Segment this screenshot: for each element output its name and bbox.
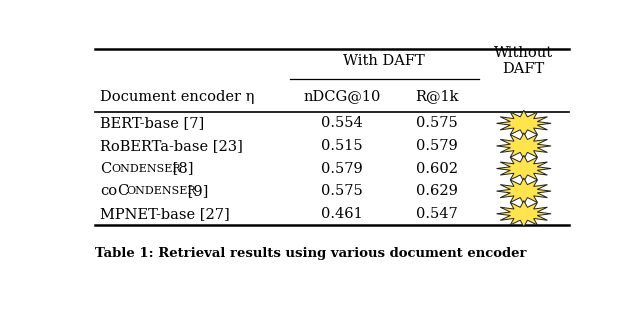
Text: [8]: [8] bbox=[168, 162, 194, 176]
Text: 0.629: 0.629 bbox=[416, 184, 458, 198]
Text: ONDENSER: ONDENSER bbox=[111, 163, 181, 174]
Text: nDCG@10: nDCG@10 bbox=[303, 90, 381, 104]
Text: RoBERTa-base [23]: RoBERTa-base [23] bbox=[100, 139, 243, 153]
Text: C: C bbox=[100, 162, 111, 176]
Text: Document encoder η: Document encoder η bbox=[100, 90, 254, 104]
Text: With DAFT: With DAFT bbox=[344, 54, 425, 68]
Text: 0.515: 0.515 bbox=[321, 139, 363, 153]
Polygon shape bbox=[497, 133, 551, 159]
Text: 0.575: 0.575 bbox=[416, 116, 458, 130]
Polygon shape bbox=[497, 155, 551, 182]
Polygon shape bbox=[497, 178, 551, 204]
Text: MPNET-base [27]: MPNET-base [27] bbox=[100, 207, 230, 221]
Text: [9]: [9] bbox=[183, 184, 209, 198]
Text: BERT-base [7]: BERT-base [7] bbox=[100, 116, 204, 130]
Text: 0.554: 0.554 bbox=[321, 116, 363, 130]
Polygon shape bbox=[497, 201, 551, 227]
Text: 0.579: 0.579 bbox=[321, 162, 363, 176]
Text: Without: Without bbox=[494, 45, 554, 60]
Polygon shape bbox=[497, 110, 551, 136]
Text: 0.602: 0.602 bbox=[416, 162, 458, 176]
Text: 0.575: 0.575 bbox=[321, 184, 363, 198]
Text: ONDENSER: ONDENSER bbox=[127, 186, 196, 196]
Text: 0.461: 0.461 bbox=[321, 207, 363, 221]
Text: co: co bbox=[100, 184, 117, 198]
Text: Table 1: Retrieval results using various document encoder: Table 1: Retrieval results using various… bbox=[95, 247, 526, 260]
Text: 0.547: 0.547 bbox=[416, 207, 458, 221]
Text: 0.579: 0.579 bbox=[416, 139, 458, 153]
Text: R@1k: R@1k bbox=[415, 90, 459, 104]
Text: DAFT: DAFT bbox=[502, 62, 545, 76]
Text: C: C bbox=[116, 184, 128, 198]
